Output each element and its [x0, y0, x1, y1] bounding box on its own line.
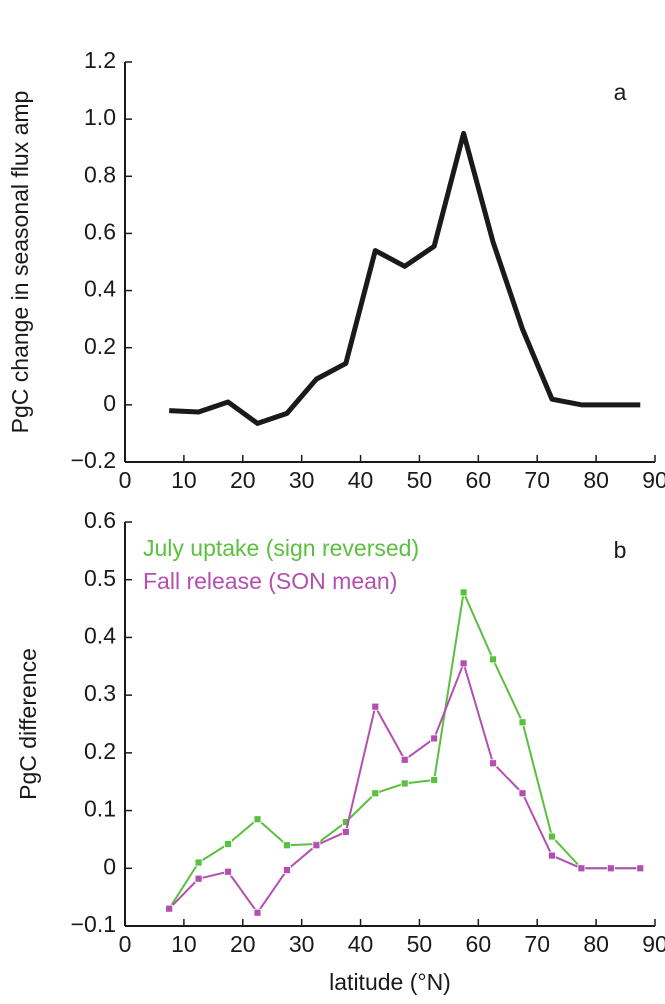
y-tick-label: 0: [103, 390, 116, 416]
marker: [489, 759, 497, 768]
y-tick-label: −0.2: [71, 447, 116, 473]
marker: [430, 776, 439, 784]
y-tick-label: 0.4: [84, 276, 116, 302]
marker: [341, 828, 350, 836]
panel-label: b: [614, 537, 627, 563]
marker: [459, 659, 468, 668]
marker: [518, 789, 527, 798]
x-axis-label: latitude (°N): [329, 969, 451, 995]
x-tick-label: 90: [642, 467, 665, 493]
x-tick-label: 80: [583, 467, 609, 493]
y-tick-label: 0.5: [84, 565, 116, 591]
y-axis-label: PgC change in seasonal flux amp: [7, 91, 33, 434]
marker: [371, 702, 380, 711]
x-tick-label: 80: [583, 931, 609, 957]
y-tick-label: 0.8: [84, 161, 116, 187]
marker: [606, 864, 615, 873]
y-tick-label: −0.1: [71, 911, 116, 937]
marker: [459, 588, 468, 597]
marker: [400, 755, 409, 764]
marker: [253, 908, 262, 917]
y-tick-label: 1.0: [84, 104, 116, 130]
x-tick-label: 0: [119, 467, 132, 493]
x-tick-label: 50: [407, 931, 433, 957]
y-tick-label: 0.3: [84, 680, 116, 706]
x-tick-label: 20: [230, 931, 256, 957]
legend-entry: Fall release (SON mean): [143, 568, 397, 594]
marker: [283, 866, 291, 874]
marker: [577, 864, 586, 873]
y-tick-label: 0.4: [84, 623, 116, 649]
x-tick-label: 40: [348, 467, 374, 493]
marker: [548, 851, 556, 860]
marker: [224, 867, 232, 876]
x-tick-label: 70: [524, 467, 550, 493]
marker: [224, 840, 232, 848]
x-tick-label: 30: [289, 931, 315, 957]
marker: [165, 904, 174, 913]
marker: [194, 858, 203, 867]
marker: [636, 864, 645, 873]
series-line: [168, 662, 641, 914]
x-tick-label: 0: [119, 931, 132, 957]
y-tick-label: 0.6: [84, 507, 116, 533]
x-tick-label: 40: [348, 931, 374, 957]
y-tick-label: 0.6: [84, 219, 116, 245]
y-axis-label: PgC difference: [15, 648, 41, 800]
x-tick-label: 70: [524, 931, 550, 957]
x-tick-label: 30: [289, 467, 315, 493]
series-line: [168, 591, 641, 910]
marker: [283, 841, 291, 850]
panel-label: a: [614, 79, 627, 105]
x-tick-label: 10: [171, 467, 197, 493]
y-tick-label: 1.2: [84, 47, 116, 73]
x-tick-label: 10: [171, 931, 197, 957]
series-line: [169, 130, 641, 426]
marker: [400, 779, 409, 788]
marker: [371, 789, 380, 798]
marker: [548, 832, 556, 841]
marker: [430, 734, 439, 743]
x-tick-label: 60: [466, 931, 492, 957]
y-tick-label: 0.1: [84, 796, 116, 822]
marker: [518, 718, 527, 727]
marker: [194, 874, 203, 883]
marker: [341, 818, 350, 827]
legend-entry: July uptake (sign reversed): [143, 535, 419, 561]
y-tick-label: 0: [103, 853, 116, 879]
marker: [489, 655, 497, 664]
x-tick-label: 50: [407, 467, 433, 493]
marker: [253, 815, 262, 824]
y-tick-label: 0.2: [84, 333, 116, 359]
x-tick-label: 90: [642, 931, 665, 957]
marker: [312, 841, 321, 850]
x-tick-label: 20: [230, 467, 256, 493]
x-tick-label: 60: [466, 467, 492, 493]
y-tick-label: 0.2: [84, 738, 116, 764]
